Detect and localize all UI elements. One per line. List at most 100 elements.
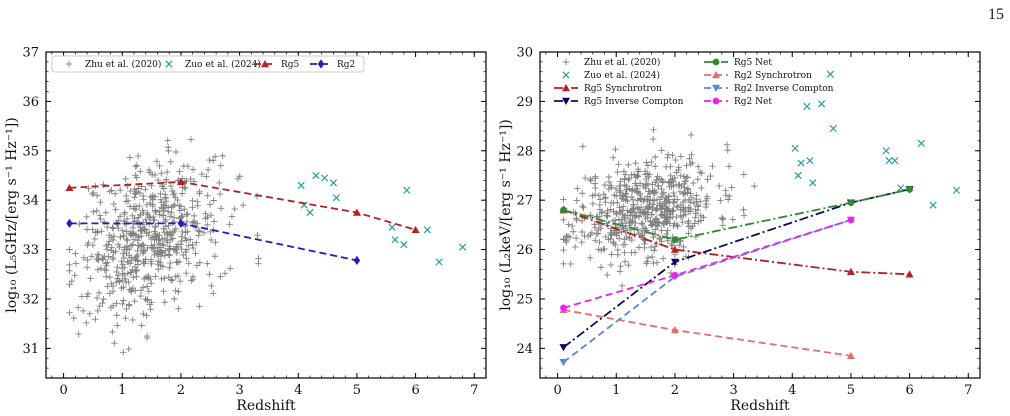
data-point xyxy=(673,203,681,210)
data-point xyxy=(163,168,171,176)
data-point xyxy=(144,274,152,282)
x-tick-label: 6 xyxy=(905,383,913,398)
data-point xyxy=(183,211,190,218)
data-point xyxy=(109,254,116,261)
data-point xyxy=(183,237,190,244)
legend-entry: Rg5 Inverse Compton xyxy=(554,97,684,107)
legend-entry: Rg5 Synchrotron xyxy=(554,84,662,94)
data-point xyxy=(700,214,707,221)
data-point xyxy=(178,237,186,245)
data-point xyxy=(183,246,191,253)
data-point xyxy=(171,201,179,208)
data-point xyxy=(624,212,632,219)
legend-label: Rg2 Net xyxy=(734,97,772,107)
legend-marker xyxy=(65,60,73,68)
data-point xyxy=(143,283,151,290)
data-point xyxy=(97,265,105,272)
data-point xyxy=(647,222,655,229)
data-point xyxy=(118,284,125,292)
data-point xyxy=(153,251,161,258)
data-point xyxy=(89,191,96,198)
data-point xyxy=(686,155,693,162)
data-point xyxy=(672,156,679,164)
data-point xyxy=(92,315,99,323)
data-point xyxy=(702,203,710,211)
data-point xyxy=(114,240,122,248)
data-point xyxy=(114,275,121,282)
data-point xyxy=(68,277,75,285)
data-point xyxy=(625,176,632,184)
data-point xyxy=(616,204,623,211)
data-point xyxy=(657,234,664,242)
data-point xyxy=(116,278,123,285)
data-point xyxy=(619,207,626,214)
data-point xyxy=(74,304,82,311)
data-point xyxy=(159,263,167,270)
data-point xyxy=(636,206,643,213)
data-point xyxy=(685,186,692,193)
data-point xyxy=(719,222,726,229)
data-point xyxy=(587,177,595,184)
data-point xyxy=(674,223,681,230)
data-point xyxy=(93,294,101,302)
data-point xyxy=(154,244,162,251)
data-point xyxy=(687,160,694,168)
data-point xyxy=(196,228,203,235)
data-point xyxy=(124,270,132,277)
data-point xyxy=(165,245,173,253)
data-point xyxy=(654,182,662,190)
data-point xyxy=(78,293,86,300)
data-point xyxy=(664,151,672,158)
data-point xyxy=(113,312,120,319)
data-point xyxy=(608,251,615,258)
series-rg2-inverse-compton xyxy=(559,216,855,367)
data-point xyxy=(670,258,679,266)
data-point xyxy=(670,199,677,206)
data-point xyxy=(611,191,618,199)
data-point xyxy=(682,211,689,218)
data-point xyxy=(123,215,131,223)
legend-marker xyxy=(562,58,570,66)
data-point xyxy=(846,351,855,359)
data-point xyxy=(560,216,567,224)
data-point xyxy=(106,273,114,281)
data-point xyxy=(592,237,599,244)
data-point xyxy=(120,297,127,304)
data-point xyxy=(321,174,329,182)
data-point xyxy=(234,175,242,183)
data-point xyxy=(651,153,659,161)
data-point xyxy=(694,175,701,183)
data-point xyxy=(194,220,201,227)
data-point xyxy=(697,212,704,219)
data-point xyxy=(102,209,110,216)
legend-marker xyxy=(712,58,720,66)
data-point xyxy=(94,229,101,236)
data-point xyxy=(639,220,646,228)
data-point xyxy=(643,203,651,210)
data-point xyxy=(634,185,641,192)
data-point xyxy=(132,189,139,197)
series-zhu-et-al-2020 xyxy=(66,136,262,356)
data-point xyxy=(578,239,585,246)
data-point xyxy=(203,221,211,229)
data-point xyxy=(131,194,138,201)
data-point xyxy=(560,304,567,312)
data-point xyxy=(139,207,146,214)
data-point xyxy=(84,290,92,297)
data-point xyxy=(695,218,702,225)
data-point xyxy=(572,234,580,242)
data-point xyxy=(221,270,229,277)
data-point xyxy=(139,284,147,291)
data-point xyxy=(124,258,131,265)
data-point xyxy=(134,247,141,255)
data-point xyxy=(565,221,572,228)
data-point xyxy=(435,258,443,266)
data-point xyxy=(612,241,619,249)
data-point xyxy=(683,174,690,181)
data-point xyxy=(146,199,154,207)
legend-marker xyxy=(562,84,570,92)
data-point xyxy=(172,194,179,201)
legend-entry: Rg2 Net xyxy=(704,97,772,107)
data-point xyxy=(680,190,687,198)
data-point xyxy=(177,203,185,210)
